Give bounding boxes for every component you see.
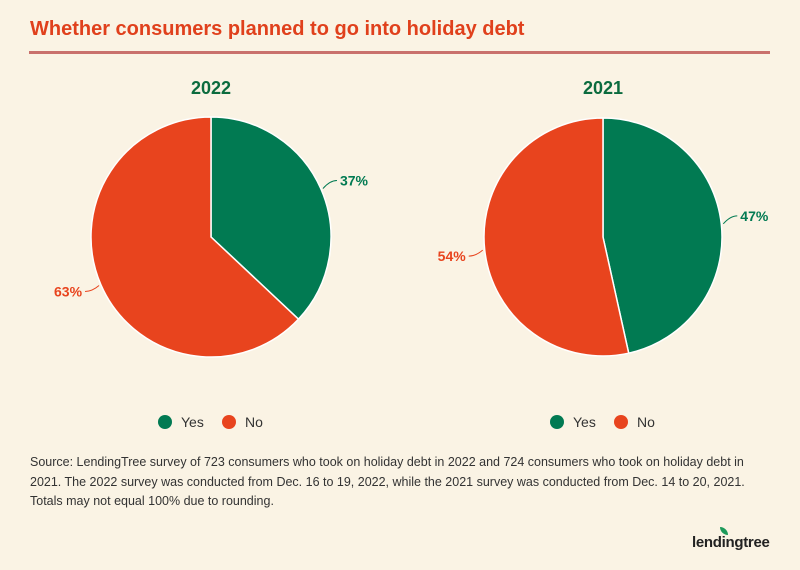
data-label: 54% — [438, 248, 467, 264]
leaf-icon — [720, 527, 728, 535]
legend-marker-yes — [550, 415, 564, 429]
pie-slice-yes — [602, 117, 723, 355]
title-divider — [29, 51, 770, 54]
pie-charts: 2022 37% 63% Yes No 2021 47% 54% Yes No — [54, 78, 769, 430]
label-leader — [85, 285, 100, 292]
lendingtree-logo: lendingtree — [692, 534, 770, 551]
pie-chart-2022: 2022 37% 63% Yes No — [54, 78, 369, 430]
legend-marker-yes — [158, 415, 172, 429]
data-label: 63% — [54, 283, 83, 299]
source-note: Source: LendingTree survey of 723 consum… — [30, 455, 745, 508]
label-leader — [468, 249, 484, 257]
pie-slice-no — [90, 116, 300, 358]
legend-marker-no — [222, 415, 236, 429]
label-leader — [722, 215, 738, 225]
legend-marker-no — [614, 415, 628, 429]
data-label: 47% — [740, 208, 769, 224]
data-label: 37% — [340, 173, 369, 189]
label-leader — [322, 180, 337, 189]
chart-title: Whether consumers planned to go into hol… — [30, 18, 525, 40]
legend-label: No — [637, 414, 655, 430]
legend-label: Yes — [181, 414, 204, 430]
pie-title: 2022 — [191, 78, 231, 98]
pie-slice-no — [483, 117, 630, 357]
pie-chart-2021: 2021 47% 54% Yes No — [438, 78, 769, 430]
legend-label: No — [245, 414, 263, 430]
pie-title: 2021 — [583, 78, 623, 98]
legend-label: Yes — [573, 414, 596, 430]
pie-slice-yes — [210, 116, 332, 321]
